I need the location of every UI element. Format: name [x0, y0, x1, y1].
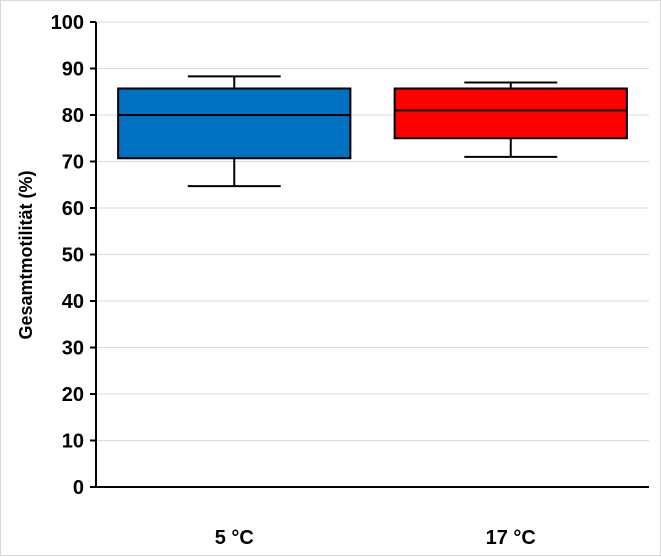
y-tick-label: 100 — [51, 12, 84, 34]
x-category-label: 5 °C — [215, 527, 254, 549]
y-tick-label: 40 — [62, 291, 84, 313]
axes — [95, 22, 649, 488]
y-tick-label: 30 — [62, 338, 84, 360]
box-1 — [117, 75, 352, 188]
y-tick-label: 60 — [62, 198, 84, 220]
category-labels: 5 °C 17 °C — [215, 527, 536, 549]
x-category-label: 17 °C — [486, 527, 536, 549]
y-tick-label: 80 — [62, 105, 84, 127]
y-tick-labels: 0 10 20 30 40 50 60 70 80 90 100 — [51, 12, 96, 499]
iqr-box — [393, 87, 628, 140]
y-tick-label: 0 — [73, 477, 84, 499]
y-tick-label: 70 — [62, 152, 84, 174]
y-tick-label: 20 — [62, 384, 84, 406]
y-tick-label: 90 — [62, 59, 84, 81]
y-axis-title: Gesamtmotilität (%) — [16, 170, 36, 339]
box-2 — [393, 81, 628, 158]
gridlines — [96, 21, 649, 441]
boxes — [117, 75, 628, 188]
y-tick-label: 10 — [62, 431, 84, 453]
y-tick-label: 50 — [62, 245, 84, 267]
iqr-box — [117, 87, 352, 160]
